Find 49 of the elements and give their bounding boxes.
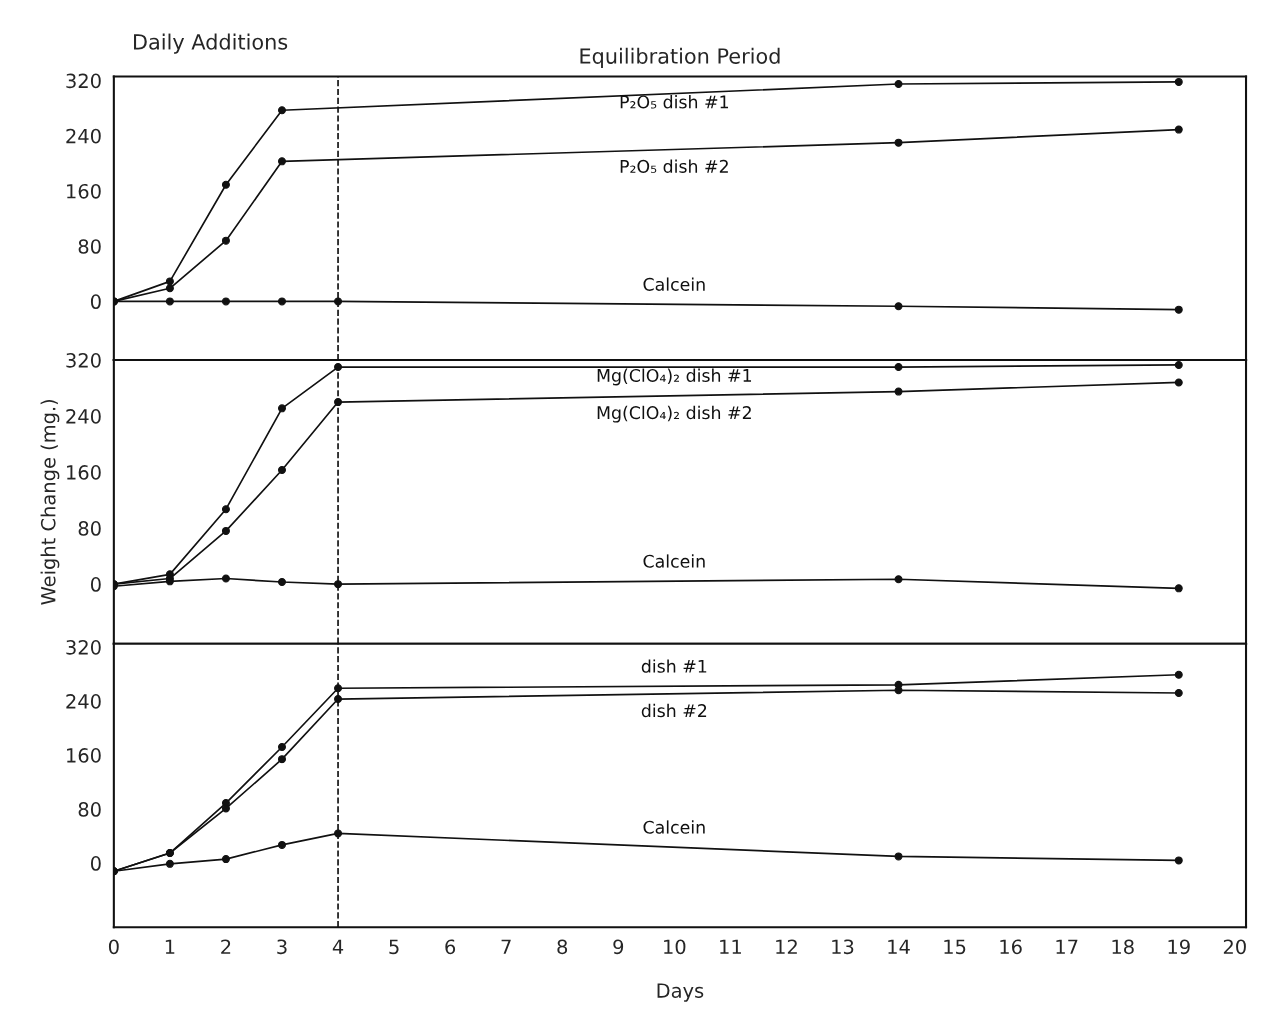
x-tick-label: 5 [389,939,399,955]
x-tick-label: 13 [832,939,854,955]
x-tick-label: 19 [1168,939,1190,955]
text: Daily Additions [134,33,288,54]
x-tick-label: 9 [613,939,624,955]
y-tick-label: 160 [67,465,101,480]
x-tick-label: 0 [108,939,119,955]
series-label: dish #1 [641,659,707,673]
x-tick-label: 15 [944,939,966,955]
y-tick-label: 0 [90,856,101,871]
y-tick-label: 80 [78,802,101,817]
y-tick-label: 240 [66,409,101,424]
y-tick-label: 0 [90,294,101,310]
x-tick-label: 3 [277,939,287,955]
series-label: Mg(ClO₄)₂ dish #2 [597,405,751,423]
y-tick-label: 0 [90,577,101,592]
y-tick-label: 160 [67,748,101,763]
x-tick-label: 2 [221,939,231,954]
series-label: Mg(ClO₄)₂ dish #1 [597,368,752,386]
x-tick-label: 18 [1112,939,1134,955]
x-tick-label: 1 [165,939,175,954]
x-tick-label: 11 [720,939,741,954]
series-label: Calcein [643,820,705,834]
series-label: P₂O₅ dish #2 [620,159,728,173]
series-label: P₂O₅ dish #1 [620,95,729,109]
x-tick-label: 6 [445,939,456,955]
y-tick-label: 240 [66,694,101,709]
x-tick-label: 8 [557,939,568,955]
y-tick-label: 160 [67,183,101,199]
x-tick-label: 7 [501,939,511,954]
y-tick-label: 320 [66,640,101,655]
x-tick-label: 20 [1223,939,1246,955]
y-axis-title: Weight Change (mg.) [40,399,60,605]
series-label: Calcein [643,277,705,291]
x-tick-label: 14 [888,939,910,954]
x-axis-title: Days [657,983,704,1002]
x-tick-label: 12 [776,939,797,954]
y-tick-label: 80 [78,521,101,536]
series-label: dish #2 [641,703,707,718]
x-tick-label: 10 [664,939,686,955]
x-tick-label: 4 [332,939,344,954]
text: Equilibration Period [580,47,780,68]
x-tick-label: 17 [1056,939,1078,954]
y-tick-label: 80 [78,239,101,254]
y-tick-label: 320 [66,353,101,368]
series-label: Calcein [643,554,705,568]
y-tick-label: 320 [66,73,101,89]
y-tick-label: 240 [66,128,101,144]
x-tick-label: 16 [1000,939,1022,955]
